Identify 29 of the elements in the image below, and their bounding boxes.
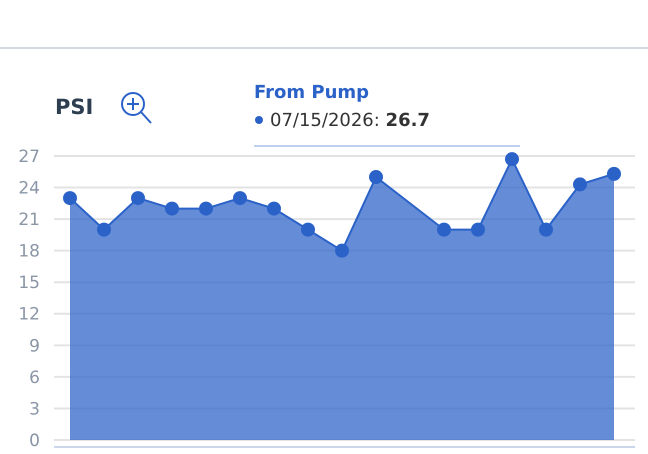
y-tick-label: 0 (29, 430, 40, 451)
point (471, 222, 485, 237)
point (63, 191, 77, 206)
y-tick-label: 6 (29, 368, 40, 388)
point (505, 152, 519, 166)
text: From Pump (254, 82, 370, 103)
point (437, 222, 451, 237)
y-tick-label: 12 (18, 304, 40, 325)
point (335, 244, 349, 258)
point (301, 222, 315, 237)
y-tick-label: 21 (18, 210, 40, 230)
point (369, 170, 383, 184)
y-tick-label: 3 (29, 399, 40, 420)
point (233, 191, 247, 206)
point (131, 191, 145, 206)
y-tick-label: 15 (18, 273, 40, 294)
point (267, 202, 281, 216)
y-tick-label: 18 (18, 242, 40, 262)
point (97, 222, 111, 237)
point (573, 177, 587, 192)
point (199, 202, 213, 216)
y-tick-label: 27 (18, 146, 40, 167)
point (165, 202, 179, 216)
chart-title: PSI (55, 95, 94, 119)
y-tick-label: 24 (18, 178, 40, 199)
point (607, 166, 621, 181)
point (539, 222, 553, 237)
text: 07/15/2026: 26.7 (270, 110, 430, 131)
y-tick-label: 9 (29, 336, 40, 356)
